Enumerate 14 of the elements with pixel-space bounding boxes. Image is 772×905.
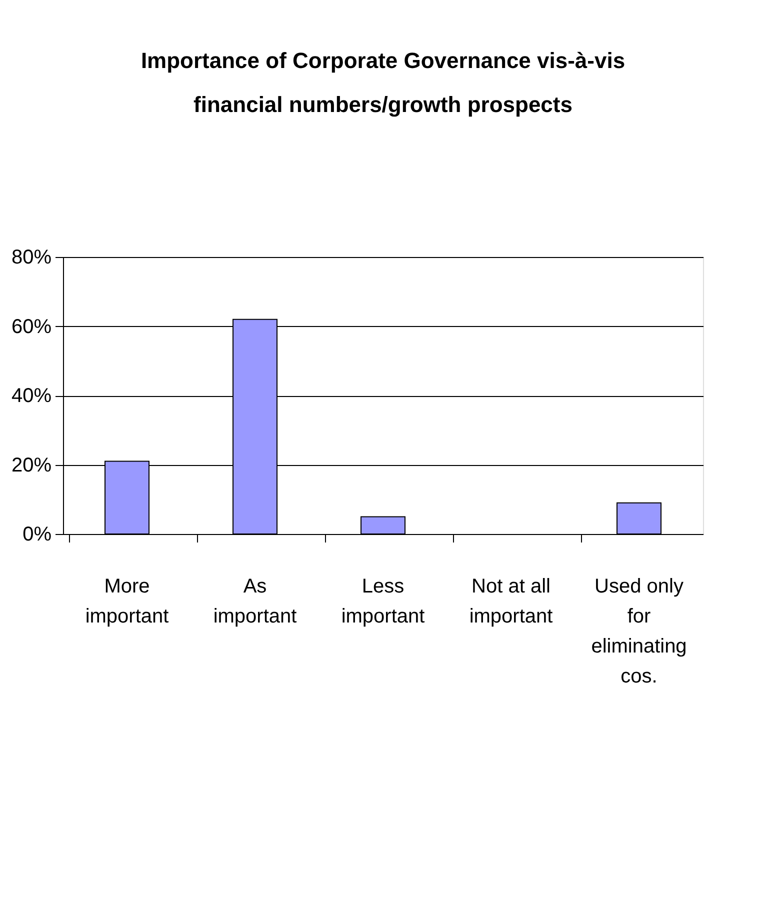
y-tick-label: 80% [11,246,52,268]
x-tick-label: Used only for eliminating cos. [591,576,687,688]
x-tick-label: Less important [341,576,426,628]
x-tick-label: More important [85,576,170,628]
text: financial numbers/growth prospects [194,92,572,117]
y-tick-label: 60% [11,316,52,338]
y-tick-label: 20% [11,454,52,476]
x-tick-label: Not at all important [469,576,554,628]
y-tick-label: 40% [11,385,52,407]
x-tick-label: As important [213,576,298,628]
bar [360,516,406,534]
y-tick-label: 0% [22,524,52,546]
bar [616,502,662,534]
text: Importance of Corporate Governance vis-à-vis [140,48,626,73]
